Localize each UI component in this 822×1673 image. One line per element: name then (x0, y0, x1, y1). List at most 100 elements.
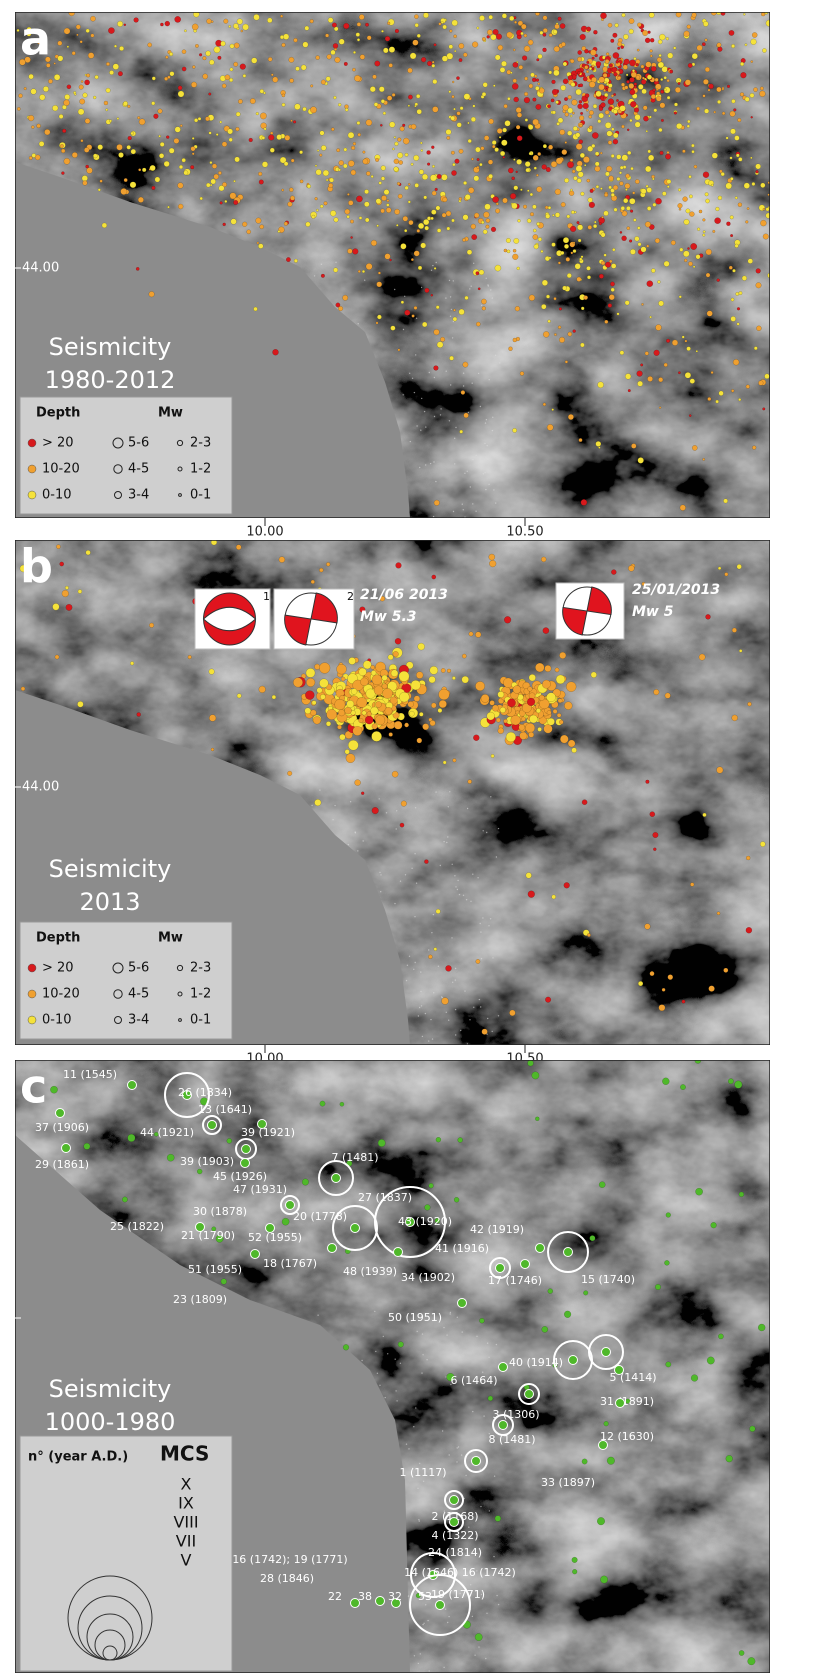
event-dot (476, 165, 480, 169)
event-dot (523, 33, 528, 38)
event-dot (424, 225, 430, 231)
legend-label: 0-10 (42, 1013, 72, 1028)
event-dot (604, 59, 610, 64)
event-dot (373, 102, 379, 107)
event-dot (591, 143, 596, 148)
event-dot (391, 93, 396, 97)
urban-speckle (456, 1447, 458, 1449)
event-dot (398, 160, 404, 165)
event-dot (302, 106, 307, 112)
event-dot (581, 46, 587, 51)
event-dot (600, 1575, 608, 1584)
event-dot (716, 766, 724, 774)
event-dot (446, 52, 454, 60)
urban-speckle (423, 1622, 425, 1625)
event-dot (743, 182, 750, 189)
event-dot (242, 74, 247, 78)
event-dot (621, 82, 626, 87)
event-dot (521, 55, 528, 61)
legend-label: 10-20 (42, 462, 80, 477)
event-dot (293, 258, 298, 263)
event-dot (377, 1139, 386, 1147)
urban-speckle (439, 414, 442, 416)
event-dot (587, 197, 593, 203)
intensity-circle (409, 1574, 471, 1636)
event-dot (486, 35, 490, 39)
event-dot (213, 46, 221, 54)
urban-speckle (496, 1594, 498, 1597)
event-dot (720, 12, 726, 16)
event-dot (646, 244, 650, 248)
event-dot (608, 83, 613, 88)
event-dot (696, 106, 700, 111)
event-dot (617, 75, 621, 80)
legend-label: > 20 (42, 436, 74, 451)
event-dot (351, 145, 356, 150)
historic-dot (331, 1173, 341, 1183)
event-dot (513, 185, 519, 191)
event-dot (562, 104, 569, 111)
event-dot (355, 32, 360, 37)
event-dot (28, 73, 34, 80)
event-dot (491, 704, 499, 712)
event-dot (577, 71, 581, 75)
urban-speckle (408, 955, 411, 957)
event-dot (97, 188, 101, 192)
event-dot (380, 99, 385, 104)
intensity-circle (518, 1383, 540, 1405)
urban-speckle (396, 1400, 398, 1402)
event-dot (578, 115, 585, 121)
intensity-circle (164, 1072, 210, 1118)
event-dot (422, 321, 428, 328)
event-dot (661, 987, 666, 992)
beach-ball-quad (310, 592, 338, 624)
event-dot (640, 64, 645, 69)
event-dot (552, 29, 558, 35)
event-dot (588, 66, 593, 71)
urban-speckle (454, 967, 457, 970)
event-dot (94, 74, 99, 80)
earthquake-label: 34 (1902) (401, 1271, 455, 1284)
event-dot (610, 281, 615, 287)
urban-speckle (405, 1443, 408, 1445)
urban-speckle (491, 297, 493, 299)
event-dot (536, 58, 540, 62)
event-dot (342, 1344, 350, 1351)
event-dot (647, 375, 653, 382)
urban-speckle (485, 1657, 487, 1660)
event-dot (564, 141, 568, 144)
event-dot (130, 148, 137, 155)
urban-speckle (485, 277, 487, 279)
event-dot (28, 114, 35, 122)
urban-speckle (432, 913, 435, 916)
event-dot (416, 737, 423, 744)
event-dot (319, 567, 324, 573)
event-dot (421, 173, 429, 181)
event-dot (751, 32, 758, 38)
event-dot (389, 121, 396, 128)
event-dot (732, 359, 740, 366)
event-dot (165, 135, 170, 139)
urban-speckle (476, 1335, 478, 1338)
event-dot (604, 319, 609, 324)
event-dot (174, 16, 181, 23)
event-dot (177, 85, 183, 91)
event-dot (569, 158, 574, 163)
event-dot (436, 341, 444, 349)
event-dot (382, 47, 389, 54)
event-dot (83, 147, 90, 153)
event-dot (407, 200, 411, 204)
event-dot (691, 143, 695, 148)
event-dot (287, 770, 293, 776)
event-dot (623, 34, 629, 40)
event-dot (580, 111, 584, 115)
historic-dot (327, 1243, 337, 1253)
urban-speckle (490, 796, 492, 798)
urban-speckle (486, 445, 488, 447)
event-dot (758, 1323, 766, 1332)
event-dot (586, 60, 590, 64)
urban-speckle (449, 315, 452, 317)
historic-dot (195, 1222, 205, 1232)
urban-speckle (378, 798, 380, 800)
event-dot (557, 325, 562, 329)
